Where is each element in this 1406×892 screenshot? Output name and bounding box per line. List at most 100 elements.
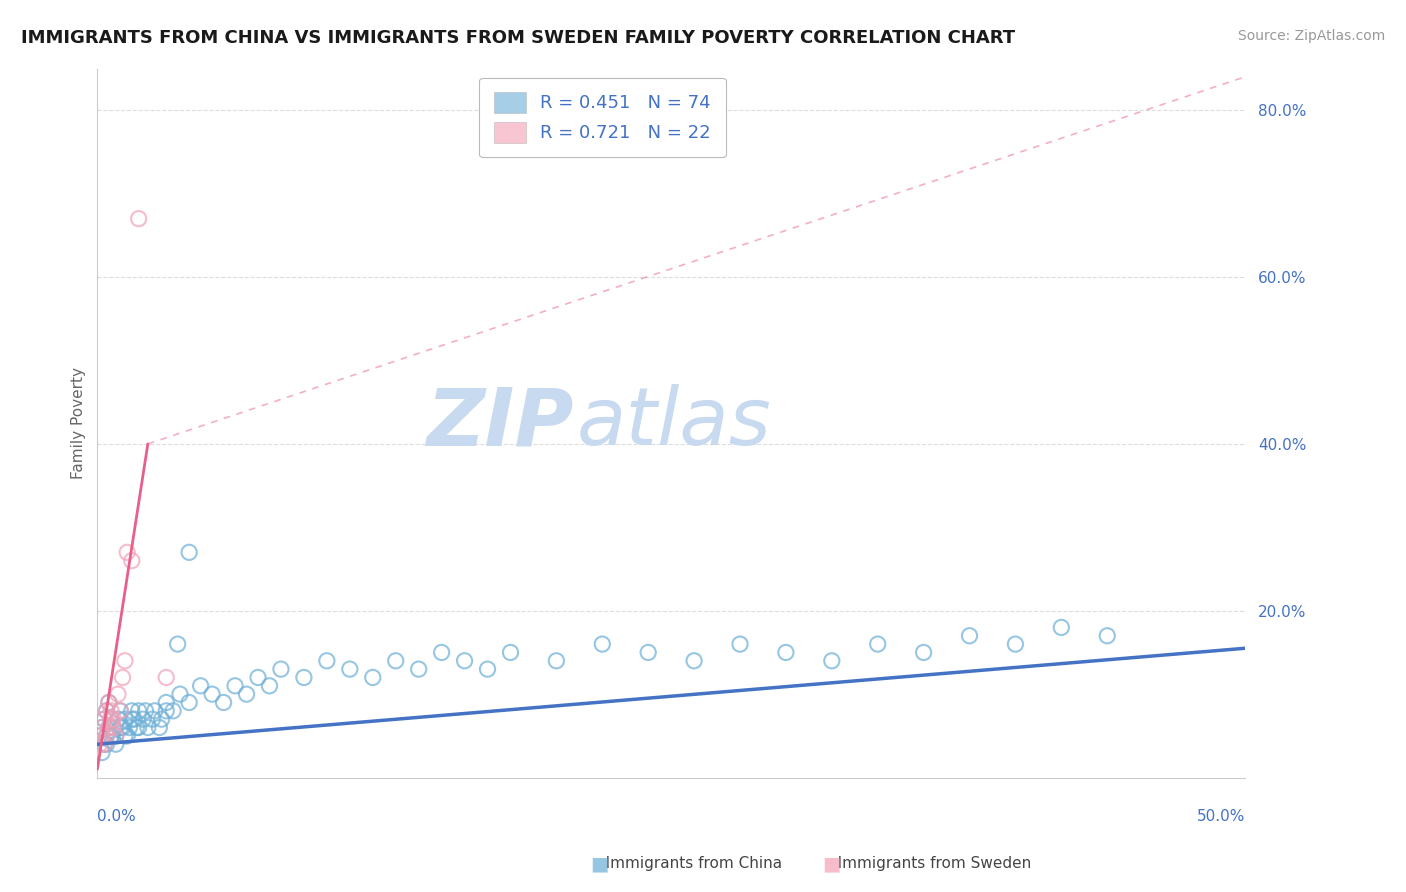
Point [91,721,114,735]
Point [97,721,120,735]
Point [100,712,122,726]
Point [408,662,430,676]
Point [128,721,150,735]
Point [155,670,177,684]
Point [114,654,136,668]
Point [292,670,315,684]
Point [135,704,157,718]
Point [97,696,120,710]
Point [100,704,122,718]
Point [591,637,613,651]
Text: ■: ■ [823,854,841,873]
Point [546,654,568,668]
Point [122,712,145,726]
Point [104,729,127,743]
Point [121,554,143,568]
Point [212,696,235,710]
Text: 0.0%: 0.0% [97,809,136,824]
Point [107,712,129,726]
Point [1004,637,1026,651]
Point [91,721,114,735]
Text: atlas: atlas [576,384,772,462]
Point [93,737,115,751]
Text: ■: ■ [591,854,609,873]
Point [136,721,159,735]
Point [104,737,127,751]
Point [453,654,475,668]
Point [110,721,132,735]
Point [866,637,889,651]
Text: Immigrants from China: Immigrants from China [591,856,782,871]
Point [430,645,453,659]
Point [499,645,522,659]
Point [111,721,134,735]
Point [224,679,246,693]
Point [118,721,141,735]
Text: IMMIGRANTS FROM CHINA VS IMMIGRANTS FROM SWEDEN FAMILY POVERTY CORRELATION CHART: IMMIGRANTS FROM CHINA VS IMMIGRANTS FROM… [21,29,1015,46]
Point [107,687,129,701]
Text: Immigrants from Sweden: Immigrants from Sweden [823,856,1031,871]
Point [93,712,115,726]
Point [235,687,257,701]
Point [143,704,166,718]
Point [111,670,134,684]
Point [103,721,125,735]
Point [110,704,132,718]
Point [115,545,138,559]
Point [100,729,122,743]
Point [115,729,138,743]
Point [121,704,143,718]
Point [247,670,270,684]
Point [683,654,706,668]
Point [270,662,292,676]
Point [96,704,118,718]
Point [97,721,120,735]
Point [100,712,122,726]
Point [89,737,111,751]
Point [1050,620,1073,634]
Point [110,704,132,718]
Point [103,712,125,726]
Point [132,712,155,726]
Point [259,679,281,693]
Point [91,729,114,743]
Point [912,645,935,659]
Point [384,654,406,668]
Point [169,687,191,701]
Point [91,746,114,760]
Point [775,645,797,659]
Point [1097,629,1119,643]
Point [148,721,170,735]
Point [96,704,118,718]
Point [93,712,115,726]
Text: 50.0%: 50.0% [1197,809,1244,824]
Point [141,712,163,726]
Point [104,729,127,743]
Point [179,545,201,559]
Point [190,679,212,693]
Point [150,712,173,726]
Point [201,687,224,701]
Point [315,654,337,668]
Point [114,712,136,726]
Point [128,211,150,226]
Point [361,670,384,684]
Point [179,696,201,710]
Point [93,737,115,751]
Point [96,729,118,743]
Point [96,737,118,751]
Point [477,662,499,676]
Point [339,662,361,676]
Point [121,712,143,726]
Point [103,721,125,735]
Point [637,645,659,659]
Point [97,696,120,710]
Y-axis label: Family Poverty: Family Poverty [72,367,86,479]
Text: ZIP: ZIP [426,384,574,462]
Point [155,696,177,710]
Point [114,729,136,743]
Point [128,704,150,718]
Point [162,704,184,718]
Point [821,654,844,668]
Point [96,729,118,743]
